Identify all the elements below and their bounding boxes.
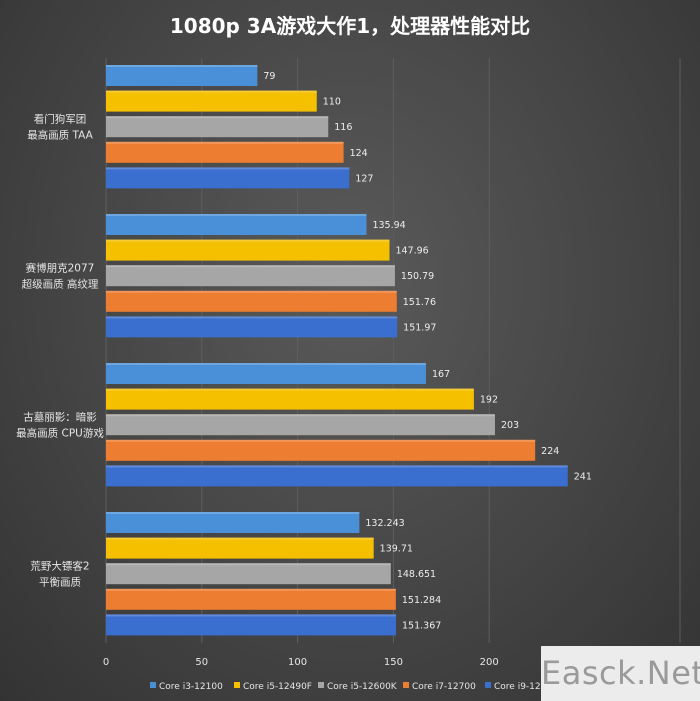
bar xyxy=(106,116,329,138)
data-label: 116 xyxy=(334,122,352,133)
bar xyxy=(106,439,536,461)
bar xyxy=(106,290,397,312)
bar xyxy=(106,388,474,410)
data-label: 150.79 xyxy=(401,271,434,282)
bar-highlight xyxy=(106,65,258,67)
bar-highlight xyxy=(106,116,329,119)
legend-label: Core i7-12700 xyxy=(412,682,476,692)
bar-highlight xyxy=(106,214,367,216)
category-label: 超级画质 高纹理 xyxy=(22,278,99,291)
data-label: 224 xyxy=(541,446,559,457)
bar-highlight xyxy=(106,388,474,391)
bar-highlight xyxy=(106,90,317,93)
bar-highlight xyxy=(106,265,395,268)
category-label: 赛博朋克2077 xyxy=(26,262,95,275)
x-tick-label: 100 xyxy=(288,657,307,668)
bar xyxy=(106,65,258,86)
data-label: 79 xyxy=(263,71,275,82)
category-label: 平衡画质 xyxy=(39,577,81,589)
bar xyxy=(106,141,344,163)
data-label: 151.76 xyxy=(403,297,436,308)
bar xyxy=(106,588,396,610)
x-tick-label: 50 xyxy=(195,657,208,668)
bar-highlight xyxy=(106,414,495,417)
bar xyxy=(106,563,391,585)
category-label: 古墓丽影：暗影 xyxy=(23,411,97,424)
chart-title: 1080p 3A游戏大作1，处理器性能对比 xyxy=(169,14,531,38)
bar-highlight xyxy=(106,537,374,540)
data-label: 124 xyxy=(350,148,368,159)
bar-highlight xyxy=(106,588,396,591)
data-label: 241 xyxy=(574,471,592,482)
bar-highlight xyxy=(106,290,397,293)
bar-highlight xyxy=(106,563,391,566)
bar xyxy=(106,537,374,559)
data-label: 192 xyxy=(480,395,498,406)
bar xyxy=(106,316,398,338)
bar xyxy=(106,465,568,487)
category-label: 看门狗军团 xyxy=(34,113,87,126)
watermark-logo: Easck.Net xyxy=(541,646,700,701)
data-label: 151.97 xyxy=(403,322,436,333)
legend-label: Core i5-12600K xyxy=(327,682,398,692)
bar-highlight xyxy=(106,465,568,468)
data-label: 203 xyxy=(501,420,519,431)
bar xyxy=(106,90,317,112)
bar-highlight xyxy=(106,439,536,442)
bar xyxy=(106,214,367,235)
bar-highlight xyxy=(106,363,426,365)
data-label: 151.284 xyxy=(402,595,441,606)
bar-highlight xyxy=(106,614,397,617)
category-label: 最高画质 TAA xyxy=(27,129,93,142)
bar xyxy=(106,265,395,287)
data-label: 132.243 xyxy=(365,518,404,529)
bar-highlight xyxy=(106,167,350,170)
bar xyxy=(106,414,495,436)
data-label: 167 xyxy=(432,369,450,380)
data-label: 148.651 xyxy=(397,569,436,580)
legend-label: Core i3-12100 xyxy=(159,682,223,692)
bar xyxy=(106,512,360,533)
legend-swatch xyxy=(403,682,409,688)
bar xyxy=(106,239,390,261)
legend-swatch xyxy=(150,682,156,688)
x-tick-label: 200 xyxy=(480,657,499,668)
legend-swatch xyxy=(318,682,324,688)
bar-highlight xyxy=(106,141,344,144)
bar-highlight xyxy=(106,316,398,319)
bar xyxy=(106,167,350,189)
legend-swatch xyxy=(485,682,491,688)
category-label: 荒野大镖客2 xyxy=(30,560,89,573)
data-label: 139.71 xyxy=(380,544,413,555)
bar xyxy=(106,614,397,636)
data-label: 147.96 xyxy=(395,246,428,257)
data-label: 135.94 xyxy=(372,220,405,231)
data-label: 127 xyxy=(355,173,373,184)
data-label: 110 xyxy=(323,97,341,108)
x-tick-label: 150 xyxy=(384,657,403,668)
data-label: 151.367 xyxy=(402,620,441,631)
category-label: 最高画质 CPU游戏 xyxy=(16,427,104,440)
legend-swatch xyxy=(234,682,240,688)
bar-highlight xyxy=(106,239,390,242)
bar-highlight xyxy=(106,512,360,514)
x-tick-label: 0 xyxy=(103,657,109,668)
bar xyxy=(106,363,426,384)
legend-label: Core i9-12900K xyxy=(494,682,565,692)
legend-label: Core i5-12490F xyxy=(243,682,312,692)
